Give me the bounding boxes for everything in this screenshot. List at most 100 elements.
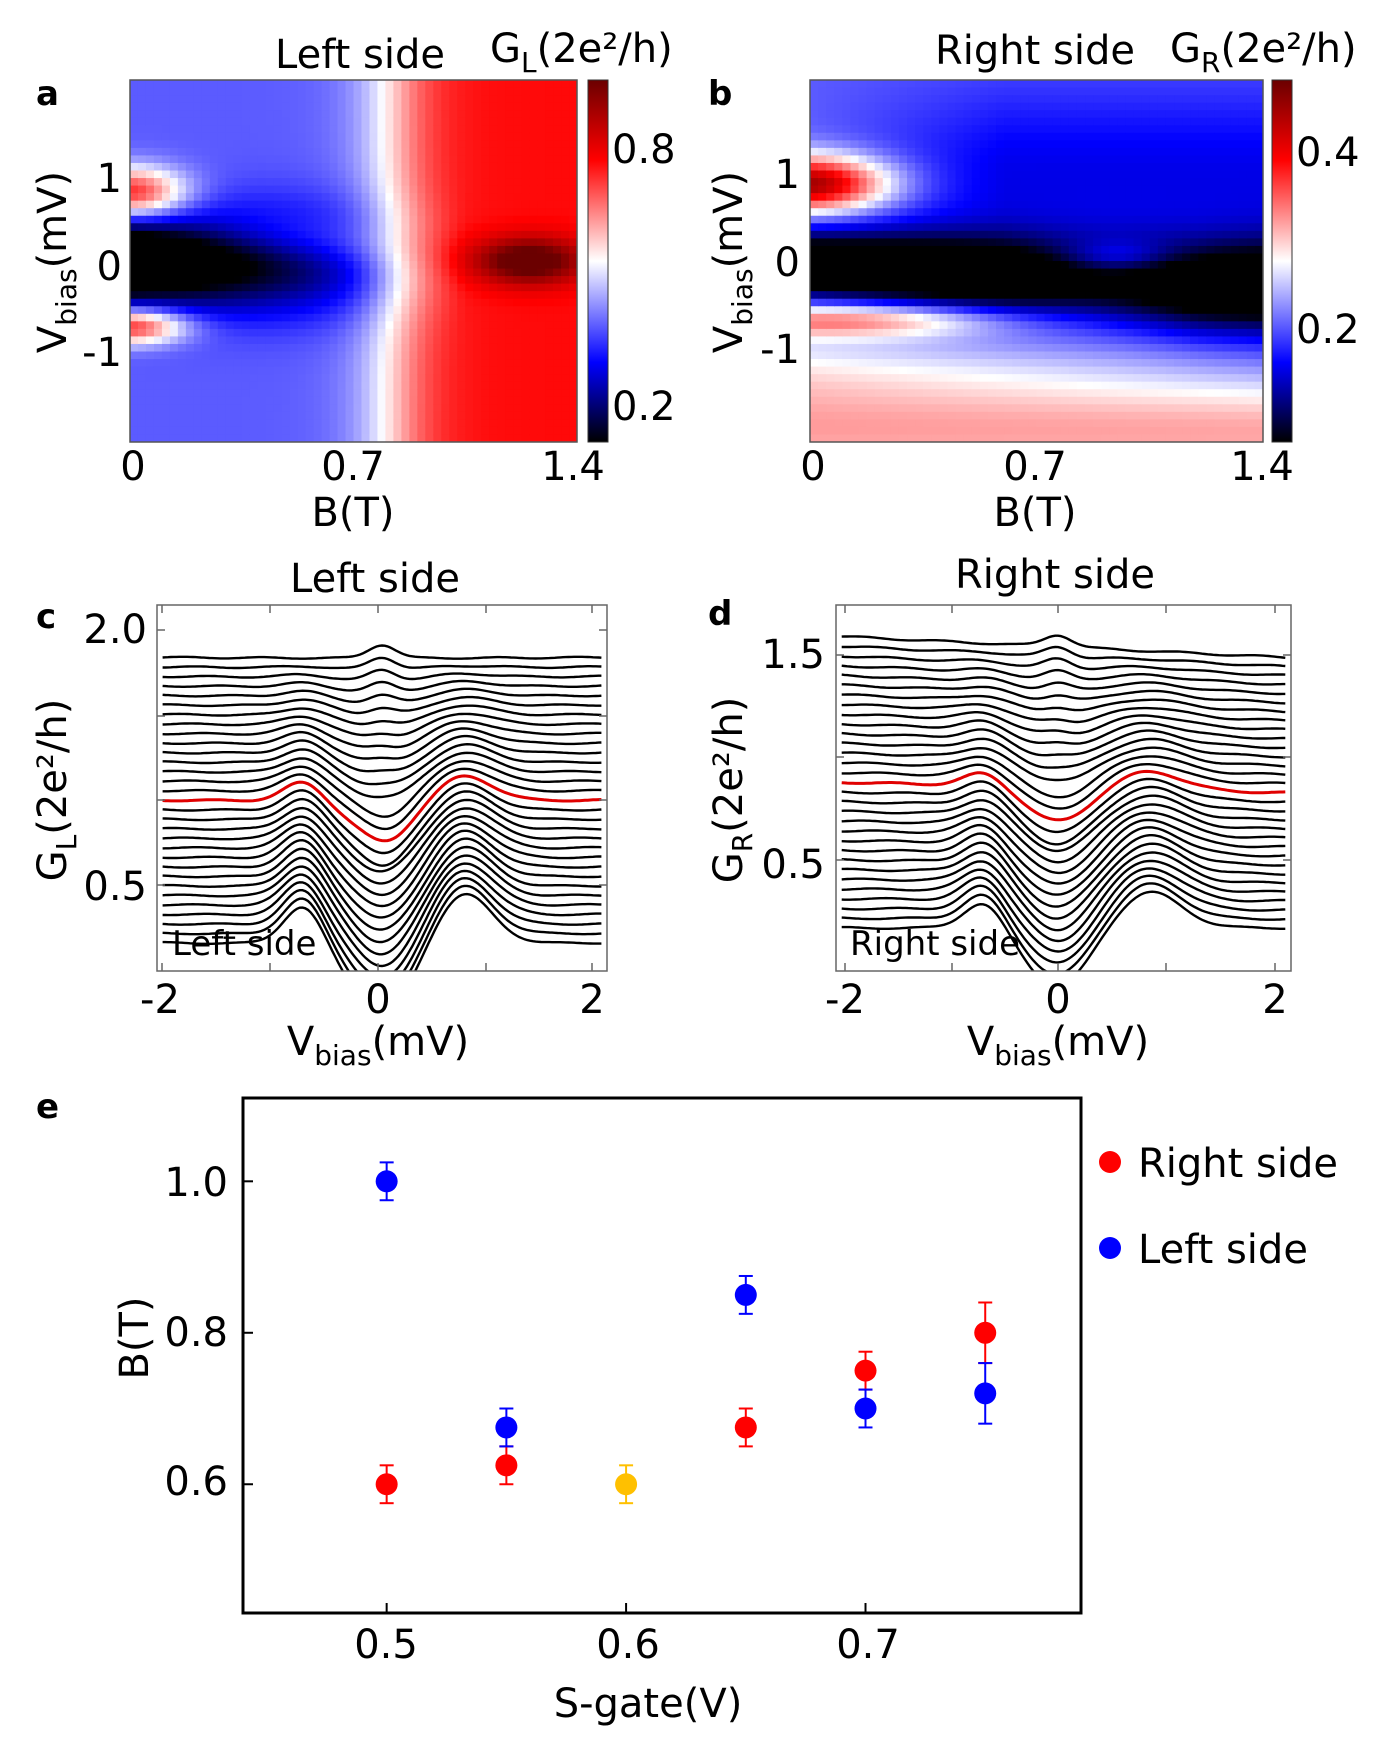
- heatmap-cell: [818, 343, 827, 353]
- heatmap-cell: [971, 223, 981, 232]
- heatmap-cell: [1157, 80, 1167, 89]
- heatmap-cell: [385, 359, 395, 368]
- heatmap-cell: [409, 110, 418, 119]
- heatmap-cell: [915, 268, 924, 277]
- heatmap-cell: [955, 261, 965, 270]
- heatmap-cell: [561, 381, 570, 390]
- heatmap-cell: [241, 245, 251, 255]
- heatmap-cell: [289, 261, 299, 270]
- heatmap-cell: [361, 404, 371, 413]
- heatmap-cell: [177, 208, 187, 217]
- heatmap-cell: [996, 178, 1005, 187]
- heatmap-cell: [987, 283, 997, 292]
- heatmap-cell: [273, 110, 283, 119]
- heatmap-cell: [1125, 132, 1135, 141]
- heatmap-cell: [265, 336, 275, 345]
- heatmap-cell: [1036, 215, 1046, 224]
- heatmap-cell: [890, 230, 900, 239]
- heatmap-cell: [561, 306, 570, 315]
- heatmap-cell: [545, 245, 554, 255]
- heatmap-cell: [385, 185, 395, 194]
- heatmap-cell: [1028, 374, 1038, 383]
- heatmap-cell: [249, 321, 259, 330]
- heatmap-cell: [826, 381, 835, 390]
- heatmap-cell: [1182, 336, 1191, 345]
- heatmap-cell: [898, 253, 908, 262]
- heatmap-cell: [561, 268, 570, 277]
- heatmap-cell: [257, 359, 267, 368]
- heatmap-cell: [273, 359, 283, 368]
- heatmap-cell: [1036, 87, 1046, 96]
- heatmap-cell: [393, 125, 402, 134]
- heatmap-cell: [225, 208, 235, 217]
- heatmap-cell: [433, 117, 442, 126]
- heatmap-cell: [866, 132, 876, 141]
- heatmap-cell: [1125, 178, 1135, 187]
- heatmap-cell: [1044, 426, 1054, 436]
- heatmap-cell: [297, 178, 307, 187]
- heatmap-cell: [818, 155, 827, 164]
- heatmap-cell: [233, 238, 243, 247]
- heatmap-cell: [834, 268, 843, 277]
- heatmap-cell: [850, 283, 860, 292]
- heatmap-cell: [457, 253, 466, 262]
- heatmap-cell: [1052, 381, 1062, 390]
- panel-a-title: Left side: [275, 32, 445, 78]
- heatmap-cell: [858, 426, 868, 436]
- heatmap-cell: [185, 404, 195, 413]
- heatmap-cell: [209, 389, 219, 398]
- heatmap-cell: [818, 95, 827, 104]
- heatmap-cell: [1101, 208, 1110, 217]
- heatmap-cell: [1052, 253, 1062, 262]
- heatmap-cell: [465, 170, 474, 179]
- heatmap-cell: [1174, 426, 1183, 436]
- heatmap-cell: [1165, 238, 1175, 247]
- heatmap-cell: [497, 80, 506, 89]
- heatmap-cell: [201, 178, 211, 187]
- heatmap-cell: [537, 351, 546, 360]
- heatmap-cell: [979, 208, 989, 217]
- heatmap-cell: [137, 389, 147, 398]
- heatmap-cell: [842, 276, 852, 285]
- heatmap-cell: [818, 306, 827, 315]
- heatmap-cell: [915, 283, 924, 292]
- heatmap-cell: [874, 419, 884, 428]
- heatmap-cell: [185, 147, 195, 157]
- heatmap-cell: [161, 434, 171, 442]
- heatmap-cell: [345, 268, 355, 277]
- heatmap-cell: [537, 162, 546, 172]
- heatmap-cell: [369, 261, 379, 270]
- heatmap-cell: [137, 125, 147, 134]
- heatmap-cell: [1068, 404, 1078, 413]
- heatmap-cell: [385, 155, 395, 164]
- heatmap-cell: [1174, 434, 1183, 442]
- heatmap-cell: [241, 80, 251, 89]
- heatmap-cell: [153, 125, 163, 134]
- heatmap-cell: [1012, 336, 1021, 345]
- heatmap-cell: [337, 389, 347, 398]
- heatmap-cell: [257, 170, 267, 179]
- heatmap-cell: [1012, 411, 1021, 420]
- heatmap-cell: [818, 87, 827, 96]
- heatmap-cell: [907, 110, 916, 119]
- heatmap-cell: [369, 245, 379, 255]
- heatmap-cell: [297, 245, 307, 255]
- heatmap-cell: [882, 245, 892, 255]
- heatmap-cell: [1182, 396, 1191, 405]
- heatmap-cell: [1190, 306, 1199, 315]
- heatmap-cell: [882, 147, 892, 157]
- heatmap-cell: [818, 426, 827, 436]
- heatmap-cell: [858, 155, 868, 164]
- heatmap-cell: [1174, 238, 1183, 247]
- heatmap-cell: [233, 110, 243, 119]
- heatmap-cell: [955, 253, 965, 262]
- heatmap-cell: [369, 313, 379, 322]
- heatmap-cell: [826, 276, 835, 285]
- heatmap-cell: [497, 328, 506, 338]
- heatmap-cell: [842, 381, 852, 390]
- heatmap-cell: [289, 276, 299, 285]
- heatmap-cell: [1133, 306, 1143, 315]
- heatmap-cell: [1036, 366, 1046, 375]
- heatmap-cell: [1101, 419, 1110, 428]
- heatmap-cell: [489, 404, 498, 413]
